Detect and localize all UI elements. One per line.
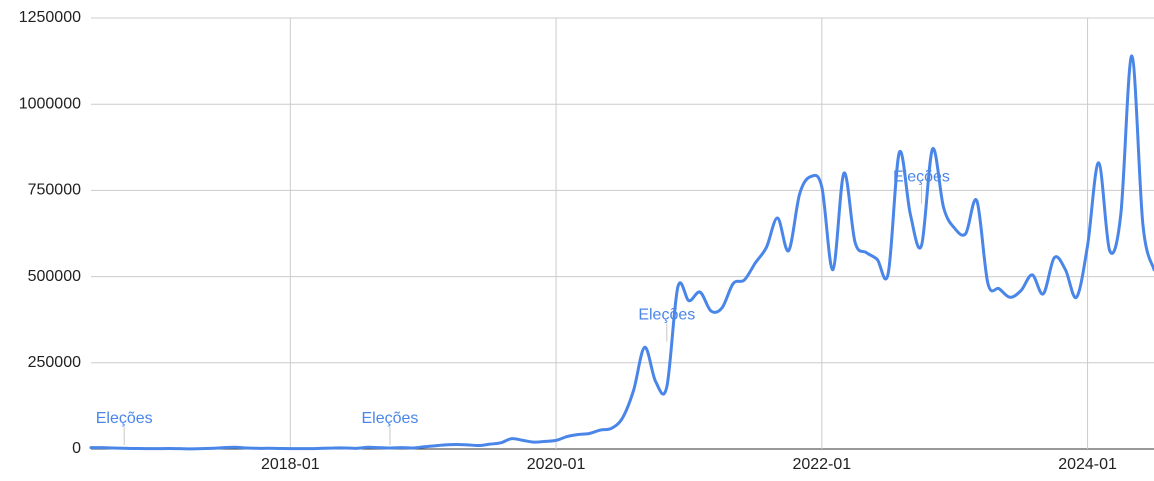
x-tick-label: 2022-01 bbox=[792, 456, 851, 473]
annotation-label: Eleções bbox=[893, 169, 950, 186]
axis-layer: 0 250000 500000 750000 1000000 1250000 2018-01… bbox=[19, 9, 1117, 473]
x-tick-label: 2020-01 bbox=[527, 456, 586, 473]
x-tick-label: 2018-01 bbox=[261, 456, 320, 473]
y-tick-label: 0 bbox=[72, 440, 81, 457]
annotation-label: Eleções bbox=[96, 410, 153, 427]
series-line bbox=[89, 54, 1154, 451]
y-tick-label: 250000 bbox=[28, 354, 81, 371]
annotation-label: Eleções bbox=[362, 410, 419, 427]
y-tick-label: 750000 bbox=[28, 182, 81, 199]
grid-layer bbox=[91, 17, 1154, 450]
x-tick-label: 2024-01 bbox=[1058, 456, 1117, 473]
annotation-label: Eleções bbox=[638, 307, 695, 324]
series-layer bbox=[89, 54, 1154, 451]
y-tick-label: 500000 bbox=[28, 268, 81, 285]
y-tick-label: 1250000 bbox=[19, 9, 81, 26]
annotation-layer: Eleções Eleções Eleções Eleções bbox=[96, 169, 950, 445]
y-tick-label: 1000000 bbox=[19, 95, 81, 112]
